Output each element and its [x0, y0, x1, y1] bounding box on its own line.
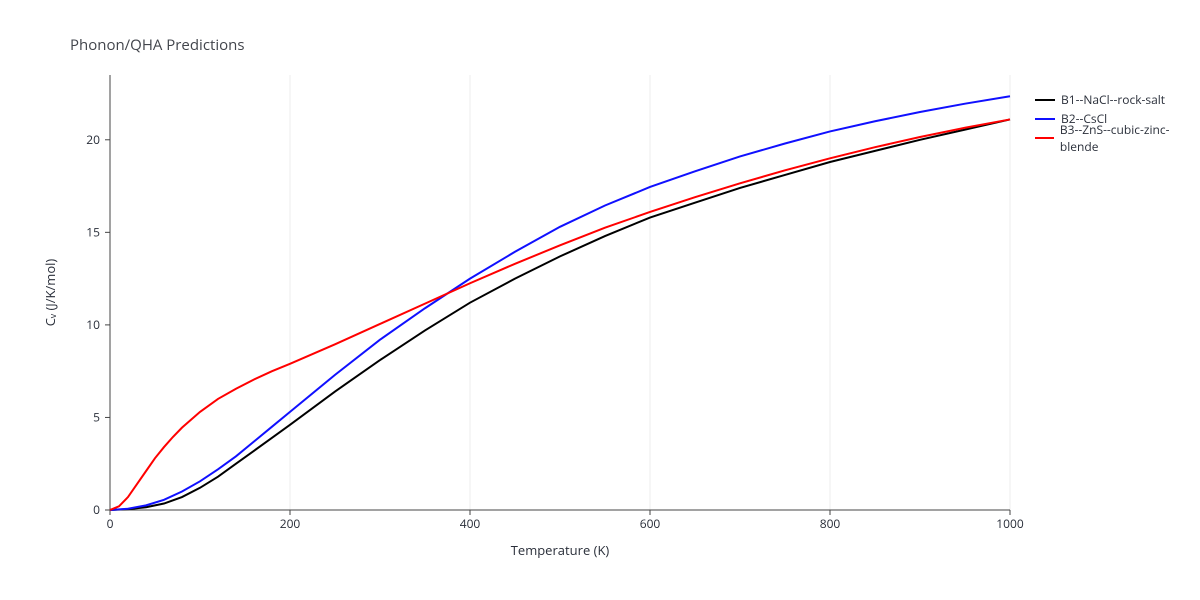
- series-line: [110, 96, 1010, 510]
- legend-swatch: [1035, 99, 1055, 101]
- y-ticks: 0 5 10 15 20: [86, 131, 110, 518]
- svg-text:200: 200: [280, 515, 301, 532]
- series-lines: [110, 96, 1010, 510]
- legend-label: B1--NaCl--rock-salt: [1061, 91, 1165, 108]
- grid-lines: [110, 75, 1010, 510]
- legend-label: B3--ZnS--cubic-zinc-blende: [1060, 121, 1200, 155]
- svg-text:400: 400: [460, 515, 481, 532]
- svg-text:0: 0: [93, 501, 100, 518]
- legend-swatch: [1035, 118, 1055, 120]
- x-ticks: 0 200 400 600 800 1000: [107, 510, 1024, 532]
- svg-text:15: 15: [86, 223, 100, 240]
- svg-text:5: 5: [93, 408, 100, 425]
- axes: [110, 75, 1010, 510]
- series-line: [110, 119, 1010, 510]
- legend-item[interactable]: B3--ZnS--cubic-zinc-blende: [1035, 128, 1200, 147]
- svg-text:0: 0: [107, 515, 114, 532]
- y-axis-label: Cᵥ (J/K/mol): [41, 259, 59, 327]
- svg-text:1000: 1000: [996, 515, 1024, 532]
- x-axis-label: Temperature (K): [511, 541, 610, 559]
- svg-text:800: 800: [820, 515, 841, 532]
- legend-swatch: [1035, 137, 1054, 139]
- svg-text:10: 10: [86, 316, 100, 333]
- svg-text:600: 600: [640, 515, 661, 532]
- legend-item[interactable]: B1--NaCl--rock-salt: [1035, 90, 1200, 109]
- legend: B1--NaCl--rock-saltB2--CsClB3--ZnS--cubi…: [1035, 90, 1200, 147]
- series-line: [110, 119, 1010, 510]
- svg-text:20: 20: [86, 131, 100, 148]
- chart-svg: 0 200 400 600 800 1000 0 5 10 15 20 Temperature (…: [0, 0, 1200, 600]
